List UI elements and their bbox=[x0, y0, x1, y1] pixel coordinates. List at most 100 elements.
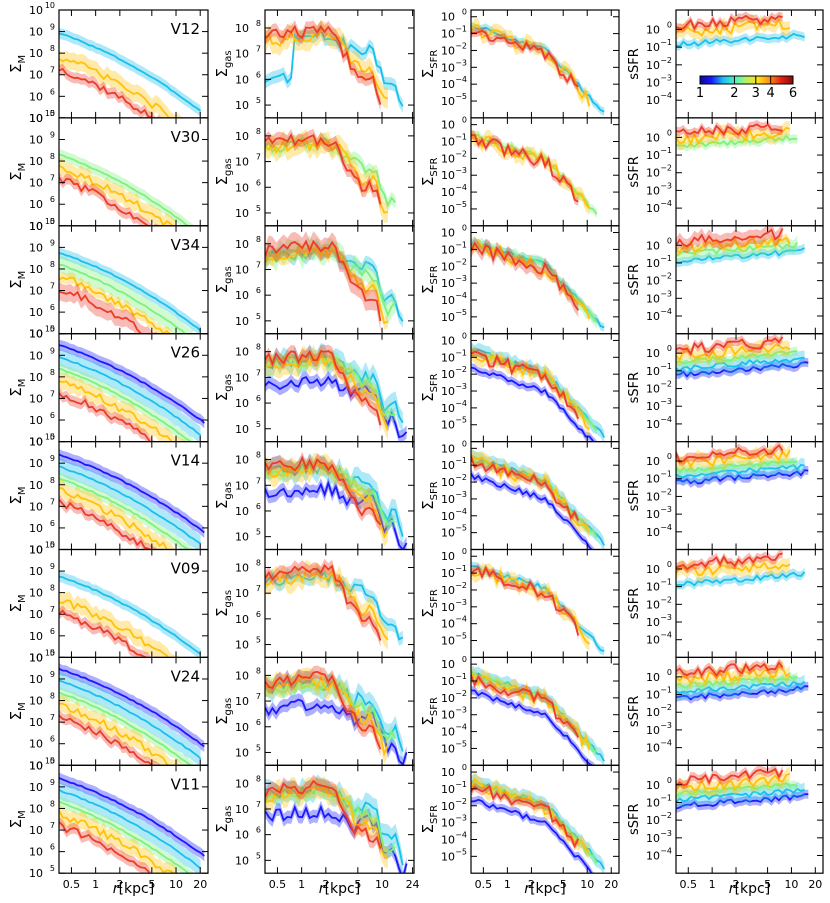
ytick-label: 10 bbox=[646, 455, 660, 468]
series-V09-gas-z4 bbox=[265, 569, 389, 641]
ytick-exponent: −1 bbox=[660, 146, 672, 155]
ytick-label: 10 bbox=[441, 550, 455, 563]
band-V14-mstar-z1 bbox=[59, 449, 205, 538]
ytick-exponent: 6 bbox=[256, 286, 261, 295]
ytick-exponent: 7 bbox=[50, 282, 55, 291]
ytick-exponent: 8 bbox=[256, 343, 261, 352]
ytick-exponent: 9 bbox=[50, 238, 55, 247]
series-V12-ssfr-z2 bbox=[676, 32, 805, 48]
ytick-label: 10 bbox=[441, 493, 455, 506]
band-V34-sfr-z3 bbox=[471, 236, 597, 329]
xtick-label: 24 bbox=[406, 878, 420, 891]
ytick-exponent: 10 bbox=[45, 109, 55, 118]
ytick-label: 10 bbox=[29, 4, 43, 17]
ytick-label: 10 bbox=[441, 476, 455, 489]
ytick-exponent: 5 bbox=[256, 312, 261, 321]
ytick-label: 10 bbox=[29, 500, 43, 513]
ytick-label: 10 bbox=[441, 442, 455, 455]
series-V14-gas-z1 bbox=[265, 480, 408, 550]
ytick-exponent: −3 bbox=[455, 814, 467, 823]
series-V34-mstar-z6 bbox=[59, 290, 144, 334]
ytick-label: 10 bbox=[441, 136, 455, 149]
ytick-exponent: −2 bbox=[455, 689, 467, 698]
ytick-exponent: −3 bbox=[660, 505, 672, 514]
ytick-label: 10 bbox=[646, 23, 660, 36]
ytick-exponent: 0 bbox=[667, 776, 672, 785]
ytick-label: 10 bbox=[441, 385, 455, 398]
galaxy-name-V24: V24 bbox=[171, 667, 200, 685]
ytick-exponent: −4 bbox=[660, 523, 672, 532]
series-V24-mstar-z3 bbox=[59, 691, 192, 766]
ylabel-mstar: ΣM bbox=[7, 163, 28, 181]
xtick-label: 5 bbox=[560, 878, 567, 891]
band-V09-mstar-z4 bbox=[59, 591, 180, 658]
ytick-label: 10 bbox=[29, 436, 43, 449]
ytick-label: 10 bbox=[235, 346, 249, 359]
xtick-label: 5 bbox=[764, 878, 771, 891]
ytick-exponent: 5 bbox=[50, 864, 55, 873]
ytick-exponent: 8 bbox=[50, 260, 55, 269]
panel-frame bbox=[58, 764, 209, 874]
ytick-label: 10 bbox=[646, 310, 660, 323]
ytick-label: 10 bbox=[646, 94, 660, 107]
series-V26-sfr-z1 bbox=[471, 366, 595, 442]
band-V30-gas-z4 bbox=[265, 128, 388, 223]
ytick-exponent: 0 bbox=[667, 560, 672, 569]
ytick-exponent: −1 bbox=[455, 240, 467, 249]
ytick-label: 10 bbox=[29, 695, 43, 708]
ytick-exponent: −2 bbox=[660, 811, 672, 820]
ytick-label: 10 bbox=[441, 61, 455, 74]
ytick-label: 10 bbox=[29, 263, 43, 276]
ytick-label: 10 bbox=[29, 436, 43, 449]
panel-frame bbox=[675, 764, 824, 874]
ytick-label: 10 bbox=[235, 587, 249, 600]
ytick-exponent: 0 bbox=[462, 8, 467, 17]
ytick-exponent: −3 bbox=[660, 289, 672, 298]
series-V26-mstar-z1 bbox=[59, 344, 205, 424]
series-V30-ssfr-z4 bbox=[676, 126, 791, 146]
series-V26-sfr-z4 bbox=[471, 351, 591, 431]
ytick-exponent: 9 bbox=[50, 778, 55, 787]
ytick-label: 10 bbox=[441, 675, 455, 688]
ytick-exponent: 8 bbox=[50, 368, 55, 377]
ytick-label: 10 bbox=[441, 601, 455, 614]
ytick-label: 10 bbox=[235, 746, 249, 759]
series-V09-gas-z6 bbox=[265, 563, 382, 641]
series-V26-mstar-z3 bbox=[59, 367, 192, 442]
ytick-label: 10 bbox=[29, 371, 43, 384]
galaxy-name-V11: V11 bbox=[171, 775, 200, 793]
ytick-label: 10 bbox=[29, 328, 43, 341]
band-V24-mstar-z6 bbox=[59, 710, 161, 766]
ytick-label: 10 bbox=[235, 613, 249, 626]
xtick-label: 5 bbox=[148, 878, 155, 891]
ytick-label: 10 bbox=[29, 306, 43, 319]
band-V14-sfr-z3 bbox=[471, 452, 597, 542]
series-V11-mstar-z2 bbox=[59, 788, 202, 870]
ytick-exponent: 0 bbox=[462, 763, 467, 772]
ytick-label: 10 bbox=[441, 169, 455, 182]
ytick-label: 10 bbox=[646, 796, 660, 809]
ytick-label: 10 bbox=[441, 334, 455, 347]
series-V34-mstar-z4 bbox=[59, 276, 171, 334]
band-V12-sfr-z6 bbox=[471, 26, 579, 91]
ytick-exponent: −4 bbox=[455, 830, 467, 839]
ytick-exponent: −4 bbox=[455, 507, 467, 516]
series-V24-gas-z4 bbox=[265, 675, 389, 757]
ytick-exponent: −2 bbox=[660, 164, 672, 173]
series-V09-mstar-z2 bbox=[59, 575, 202, 655]
ytick-label: 10 bbox=[646, 184, 660, 197]
ytick-label: 10 bbox=[29, 867, 43, 880]
series-V11-mstar-z6 bbox=[59, 821, 151, 874]
series-V34-gas-z3 bbox=[265, 244, 397, 318]
ytick-label: 10 bbox=[29, 414, 43, 427]
ytick-exponent: −4 bbox=[455, 183, 467, 192]
band-V34-sfr-z4 bbox=[471, 237, 590, 324]
band-V14-sfr-z6 bbox=[471, 452, 579, 525]
ytick-exponent: 6 bbox=[256, 70, 261, 79]
ytick-exponent: 5 bbox=[50, 217, 55, 226]
